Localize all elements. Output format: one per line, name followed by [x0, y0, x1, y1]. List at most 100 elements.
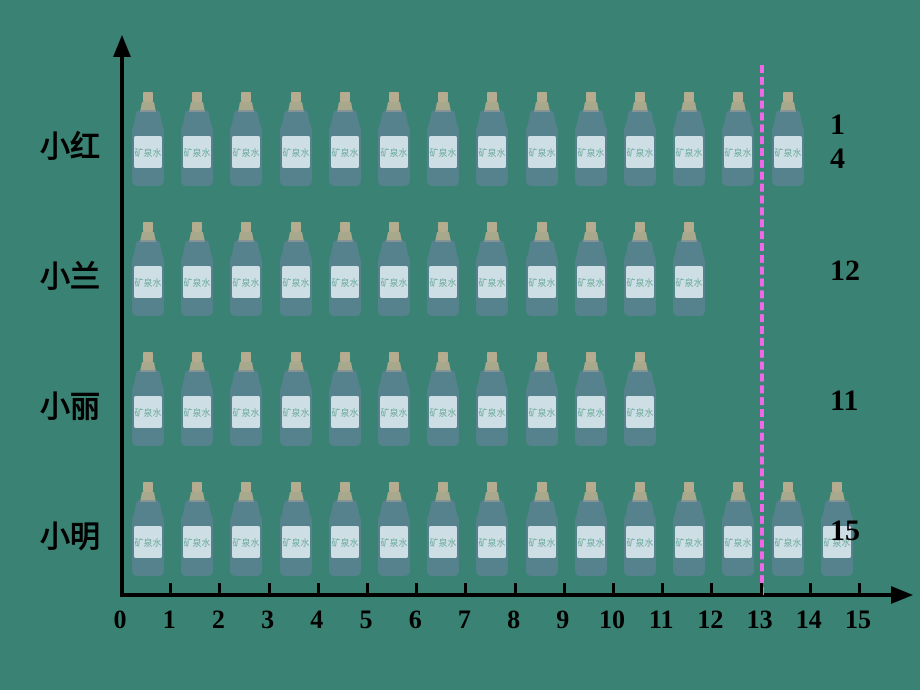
x-tick-label: 6 [395, 605, 435, 635]
row-label: 小红 [20, 122, 100, 166]
x-tick [710, 583, 713, 595]
svg-text:矿泉水: 矿泉水 [430, 277, 457, 288]
svg-text:矿泉水: 矿泉水 [725, 147, 752, 158]
x-tick [464, 583, 467, 595]
bottle-icon: 矿泉水 [372, 92, 416, 188]
svg-text:矿泉水: 矿泉水 [626, 147, 653, 158]
svg-text:矿泉水: 矿泉水 [184, 537, 211, 548]
row-value: 12 [830, 254, 890, 288]
svg-text:矿泉水: 矿泉水 [134, 537, 161, 548]
bottle-icon: 矿泉水 [126, 92, 170, 188]
svg-text:矿泉水: 矿泉水 [577, 277, 604, 288]
svg-text:矿泉水: 矿泉水 [233, 407, 260, 418]
bottle-icon: 矿泉水 [421, 482, 465, 578]
bottle-icon: 矿泉水 [274, 92, 318, 188]
bottle-icon: 矿泉水 [126, 222, 170, 318]
bottle-icon: 矿泉水 [618, 352, 662, 448]
bottle-icon: 矿泉水 [618, 92, 662, 188]
bottle-icon: 矿泉水 [372, 222, 416, 318]
svg-text:矿泉水: 矿泉水 [282, 537, 309, 548]
svg-text:矿泉水: 矿泉水 [233, 537, 260, 548]
bottle-icon: 矿泉水 [470, 352, 514, 448]
svg-text:矿泉水: 矿泉水 [676, 277, 703, 288]
x-tick [366, 583, 369, 595]
svg-text:矿泉水: 矿泉水 [380, 147, 407, 158]
bottle-icon: 矿泉水 [520, 352, 564, 448]
y-axis [120, 55, 124, 595]
x-axis-arrow [891, 586, 913, 604]
svg-text:矿泉水: 矿泉水 [577, 537, 604, 548]
bottle-icon: 矿泉水 [667, 482, 711, 578]
svg-text:矿泉水: 矿泉水 [577, 407, 604, 418]
row-value: 15 [830, 514, 890, 548]
bottle-icon: 矿泉水 [470, 482, 514, 578]
svg-text:矿泉水: 矿泉水 [528, 147, 555, 158]
svg-text:矿泉水: 矿泉水 [184, 147, 211, 158]
svg-text:矿泉水: 矿泉水 [331, 407, 358, 418]
svg-text:矿泉水: 矿泉水 [134, 277, 161, 288]
svg-text:矿泉水: 矿泉水 [626, 277, 653, 288]
bottle-icon: 矿泉水 [667, 92, 711, 188]
svg-text:矿泉水: 矿泉水 [676, 147, 703, 158]
bottle-icon: 矿泉水 [274, 482, 318, 578]
x-tick-label: 5 [346, 605, 386, 635]
x-tick-label: 1 [149, 605, 189, 635]
row-value: 1 [830, 108, 890, 142]
svg-text:矿泉水: 矿泉水 [479, 147, 506, 158]
svg-text:矿泉水: 矿泉水 [430, 407, 457, 418]
bottle-icon: 矿泉水 [372, 352, 416, 448]
x-tick [809, 583, 812, 595]
svg-text:矿泉水: 矿泉水 [233, 147, 260, 158]
bottle-icon: 矿泉水 [323, 482, 367, 578]
row-label: 小丽 [20, 382, 100, 426]
svg-text:矿泉水: 矿泉水 [331, 277, 358, 288]
bottle-icon: 矿泉水 [618, 482, 662, 578]
svg-text:矿泉水: 矿泉水 [184, 277, 211, 288]
bottle-icon: 矿泉水 [323, 222, 367, 318]
bottle-icon: 矿泉水 [126, 482, 170, 578]
svg-text:矿泉水: 矿泉水 [331, 537, 358, 548]
x-tick [514, 583, 517, 595]
bottle-icon: 矿泉水 [175, 352, 219, 448]
bottle-icon: 矿泉水 [175, 482, 219, 578]
x-tick-label: 4 [297, 605, 337, 635]
svg-text:矿泉水: 矿泉水 [528, 277, 555, 288]
bottle-icon: 矿泉水 [716, 92, 760, 188]
svg-text:矿泉水: 矿泉水 [430, 147, 457, 158]
svg-text:矿泉水: 矿泉水 [676, 537, 703, 548]
x-tick [268, 583, 271, 595]
svg-text:矿泉水: 矿泉水 [479, 407, 506, 418]
x-tick-label: 13 [740, 605, 780, 635]
svg-text:矿泉水: 矿泉水 [282, 277, 309, 288]
x-tick-label: 8 [494, 605, 534, 635]
bottle-icon: 矿泉水 [470, 222, 514, 318]
bottle-icon: 矿泉水 [716, 482, 760, 578]
bottle-icon: 矿泉水 [569, 482, 613, 578]
bottle-icon: 矿泉水 [421, 92, 465, 188]
svg-text:矿泉水: 矿泉水 [134, 147, 161, 158]
x-tick [169, 583, 172, 595]
x-tick-label: 11 [641, 605, 681, 635]
row-value: 11 [830, 384, 890, 418]
x-tick-label: 15 [838, 605, 878, 635]
bottle-icon: 矿泉水 [470, 92, 514, 188]
svg-text:矿泉水: 矿泉水 [380, 277, 407, 288]
svg-text:矿泉水: 矿泉水 [380, 537, 407, 548]
bottle-icon: 矿泉水 [274, 222, 318, 318]
x-tick [563, 583, 566, 595]
svg-text:矿泉水: 矿泉水 [528, 537, 555, 548]
bottle-icon: 矿泉水 [618, 222, 662, 318]
svg-text:矿泉水: 矿泉水 [282, 407, 309, 418]
x-tick [415, 583, 418, 595]
svg-text:矿泉水: 矿泉水 [380, 407, 407, 418]
x-tick-label: 9 [543, 605, 583, 635]
svg-text:矿泉水: 矿泉水 [233, 277, 260, 288]
svg-text:矿泉水: 矿泉水 [479, 537, 506, 548]
pictograph-chart: 0123456789101112131415 小红 矿泉水 矿泉水 矿泉水 矿泉… [0, 0, 920, 690]
bottle-icon: 矿泉水 [569, 352, 613, 448]
svg-text:矿泉水: 矿泉水 [774, 537, 801, 548]
x-axis [120, 593, 895, 597]
bottle-icon: 矿泉水 [323, 352, 367, 448]
row-label: 小兰 [20, 252, 100, 296]
bottle-icon: 矿泉水 [520, 92, 564, 188]
